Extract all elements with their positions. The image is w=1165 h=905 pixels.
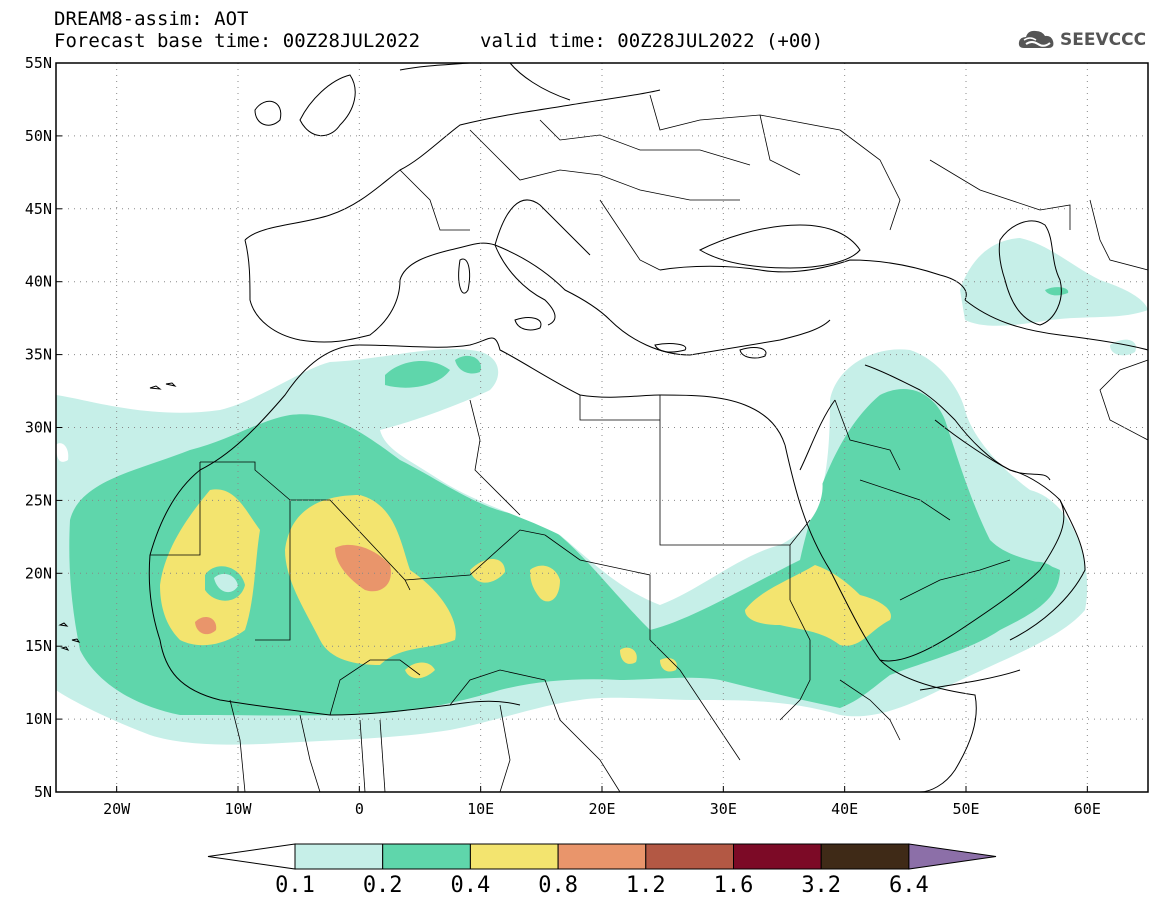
- map-title: DREAM8-assim: AOT: [54, 8, 249, 30]
- aot-contour-0.2-caspian: [1045, 287, 1069, 296]
- logo-text: SEEVCCC: [1060, 30, 1147, 50]
- coastlines: [58, 62, 1149, 793]
- lon-label: 10E: [467, 800, 494, 818]
- lon-label: 50E: [952, 800, 979, 818]
- colorbar-under-arrow: [207, 843, 296, 870]
- aot-contour-0.8-mauritania: [195, 616, 217, 635]
- lat-label: 5N: [34, 783, 52, 801]
- colorbar-swatch: [294, 843, 384, 870]
- colorbar-label: 1.6: [714, 873, 754, 898]
- aot-contour-0.4-burkina: [405, 662, 435, 679]
- colorbar: 0.1 0.2 0.4 0.8 1.2 1.6 3.2 6.4: [207, 843, 997, 898]
- lat-label: 45N: [25, 200, 52, 218]
- colorbar-label: 0.4: [451, 873, 491, 898]
- colorbar-swatch: [733, 843, 822, 870]
- lon-label: 30E: [710, 800, 737, 818]
- aot-contour-0.2-atlas: [385, 360, 450, 388]
- lat-label: 30N: [25, 419, 52, 437]
- aot-contour-0.1-caspian: [960, 238, 1148, 326]
- aot-contour-0.8-mali: [335, 544, 391, 592]
- lon-label: 10W: [224, 800, 252, 818]
- graticule: [56, 63, 1148, 792]
- lat-label: 25N: [25, 491, 52, 509]
- colorbar-over-arrow: [908, 843, 997, 870]
- colorbar-swatch: [820, 843, 910, 870]
- aot-contour-0.4-niger: [470, 558, 505, 583]
- lon-label: 20W: [103, 800, 131, 818]
- longitude-labels: 20W 10W 0 10E 20E 30E 40E 50E 60E: [103, 786, 1101, 818]
- aot-contour-0.1-gulf: [1110, 339, 1136, 356]
- aot-clear-nwafrica: [56, 443, 69, 462]
- aot-field: [56, 238, 1148, 745]
- colorbar-label: 1.2: [626, 873, 666, 898]
- colorbar-label: 0.8: [538, 873, 578, 898]
- lat-label: 15N: [25, 637, 52, 655]
- lat-label: 40N: [25, 273, 52, 291]
- aot-contour-0.2-tunisia: [455, 355, 481, 374]
- lat-label: 35N: [25, 346, 52, 364]
- aot-contour-0.4-mauritania: [160, 489, 260, 646]
- colorbar-label: 3.2: [801, 873, 841, 898]
- aot-clear-libya: [380, 425, 823, 605]
- borders: [150, 94, 1149, 793]
- lat-label: 55N: [25, 54, 52, 72]
- lat-label: 10N: [25, 710, 52, 728]
- colorbar-label: 0.2: [363, 873, 403, 898]
- colorbar-label: 0.1: [275, 873, 315, 898]
- seevccc-logo: [1018, 30, 1054, 48]
- aot-contour-0.2-dot: [117, 492, 128, 506]
- aot-contour-0.4-sudan: [745, 565, 891, 646]
- latitude-labels: 5N 10N 15N 20N 25N 30N 35N 40N 45N 50N 55N: [25, 54, 62, 801]
- colorbar-swatch: [645, 843, 734, 870]
- aot-contour-0.4-kordofan: [660, 658, 677, 672]
- aot-contour-0.4-chad: [530, 565, 560, 602]
- valid-time: valid time: 00Z28JUL2022 (+00): [480, 30, 824, 52]
- aot-green-mauritania-inner: [214, 573, 238, 593]
- lat-label: 20N: [25, 564, 52, 582]
- lon-label: 20E: [588, 800, 615, 818]
- colorbar-swatch: [557, 843, 647, 870]
- lat-label: 50N: [25, 127, 52, 145]
- lon-label: 40E: [831, 800, 858, 818]
- lon-label: 0: [355, 800, 364, 818]
- aot-contour-0.4-darfur: [620, 647, 637, 664]
- forecast-base-time: Forecast base time: 00Z28JUL2022: [54, 30, 421, 52]
- colorbar-swatch: [469, 843, 559, 870]
- lon-label: 60E: [1074, 800, 1101, 818]
- colorbar-swatch: [382, 843, 471, 870]
- colorbar-label: 6.4: [889, 873, 929, 898]
